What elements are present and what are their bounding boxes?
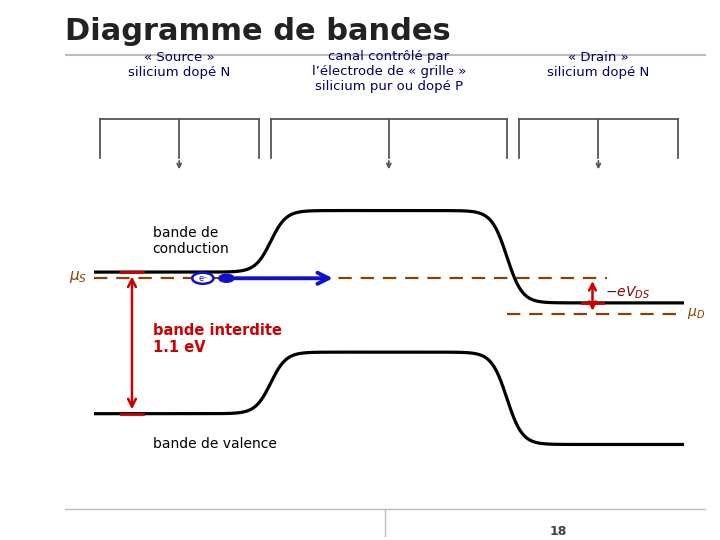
Text: e⁻: e⁻ <box>198 274 207 283</box>
Text: 18: 18 <box>550 525 567 538</box>
Text: « Source »
silicium dopé N: « Source » silicium dopé N <box>128 51 230 79</box>
Text: bande de valence: bande de valence <box>153 437 276 451</box>
Text: $\mu_S$: $\mu_S$ <box>69 269 88 285</box>
Text: Diagramme de bandes: Diagramme de bandes <box>65 17 451 46</box>
Text: $\mu_D$: $\mu_D$ <box>687 306 705 321</box>
Circle shape <box>192 273 213 284</box>
Text: $-eV_{DS}$: $-eV_{DS}$ <box>606 285 650 301</box>
Circle shape <box>219 274 234 282</box>
Text: bande interdite
1.1 eV: bande interdite 1.1 eV <box>153 323 282 355</box>
Text: canal contrôlé par
l’électrode de « grille »
silicium pur ou dopé P: canal contrôlé par l’électrode de « gril… <box>312 50 466 93</box>
Text: bande de
conduction: bande de conduction <box>153 226 230 256</box>
Text: « Drain »
silicium dopé N: « Drain » silicium dopé N <box>547 51 649 79</box>
